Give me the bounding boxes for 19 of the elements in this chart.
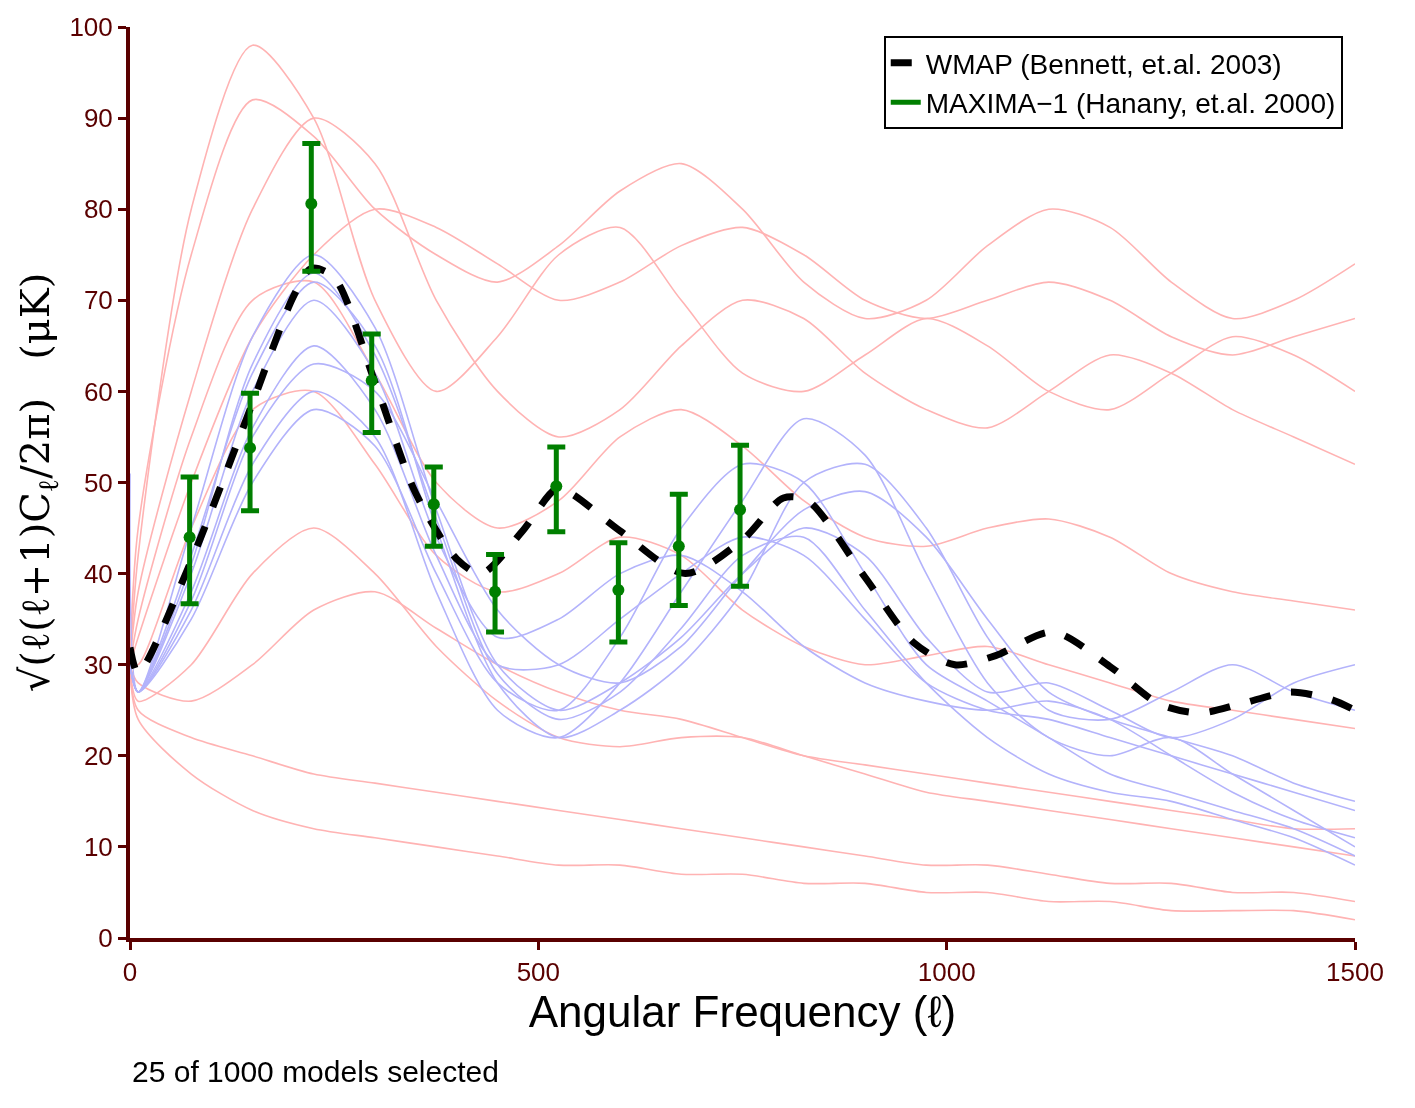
- y-tick-label: 80: [83, 194, 113, 225]
- x-tick-label: 0: [122, 957, 138, 988]
- x-axis-title: Angular Frequency (ℓ): [528, 987, 957, 1037]
- y-tick-label: 40: [83, 558, 113, 589]
- x-tick-label: 1500: [1326, 957, 1384, 988]
- legend-label: MAXIMA−1 (Hanany, et.al. 2000): [925, 88, 1336, 120]
- y-tick-label: 60: [83, 376, 113, 407]
- y-tick-label: 70: [83, 285, 113, 316]
- y-tick-label: 0: [98, 923, 113, 954]
- y-tick-label: 30: [83, 649, 113, 680]
- legend-label: WMAP (Bennett, et.al. 2003): [925, 48, 1282, 80]
- y-tick-label: 10: [83, 832, 113, 862]
- text: 25 of 1000 models selected: [132, 1055, 499, 1088]
- y-tick-label: 90: [83, 103, 113, 134]
- y-tick-label: 20: [83, 740, 113, 771]
- x-tick-label: 1000: [917, 957, 976, 988]
- y-tick-label: 100: [69, 12, 113, 43]
- x-tick-label: 500: [516, 957, 561, 988]
- y-tick-label: 50: [83, 467, 113, 498]
